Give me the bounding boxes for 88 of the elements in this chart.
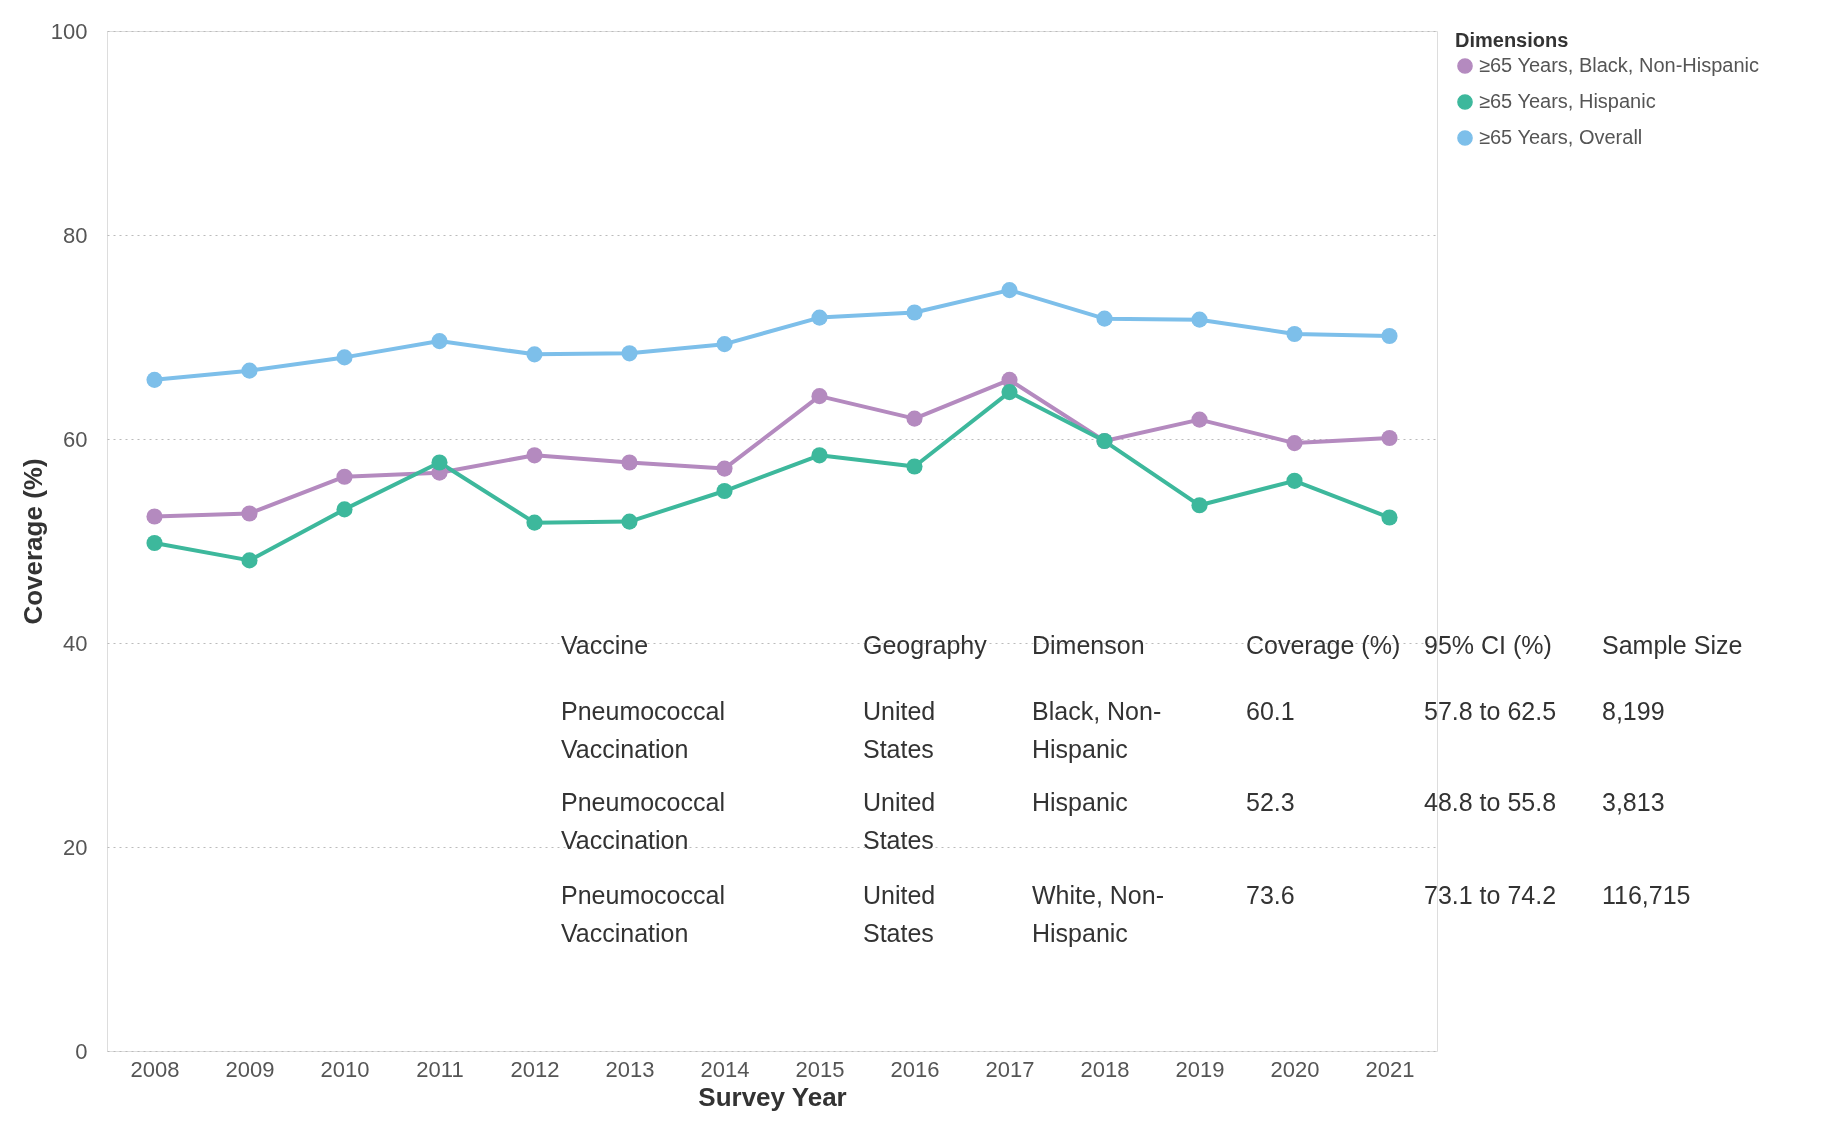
point (1381, 327, 1398, 345)
y-tick-label: 40 (63, 630, 88, 656)
y-axis-title: Coverage (%) (17, 458, 48, 625)
y-tick-label: 60 (63, 426, 88, 452)
point (621, 513, 638, 530)
annotation: 60.1 (1246, 697, 1295, 725)
annotation: Coverage (%) (1246, 631, 1401, 659)
x-tick-label: 2021 (1365, 1056, 1415, 1082)
point (1001, 282, 1018, 299)
annotation: United States (863, 697, 936, 763)
point (1381, 429, 1398, 447)
point (621, 454, 638, 471)
text: 116,715 (1602, 881, 1691, 909)
point (431, 333, 448, 350)
point (431, 454, 448, 471)
annotation: 73.1 to 74.2 (1424, 881, 1557, 909)
text: 3,813 (1602, 788, 1665, 816)
point (146, 371, 163, 388)
x-tick-label: 2011 (416, 1056, 464, 1082)
legend-label: ≥65 Years, Hispanic (1479, 90, 1656, 112)
point (526, 514, 543, 531)
y-tick-label: 20 (63, 834, 88, 860)
point (811, 388, 828, 405)
annotation: 73.6 (1246, 881, 1295, 909)
point (1286, 435, 1303, 452)
point (906, 458, 923, 475)
x-tick-label: 2009 (225, 1056, 275, 1082)
point (716, 336, 733, 353)
annotation: 95% CI (%) (1424, 631, 1552, 659)
point (241, 505, 258, 522)
annotation: Hispanic (1032, 788, 1128, 816)
x-axis-title: Survey Year (698, 1081, 847, 1112)
point (811, 447, 828, 464)
point (336, 501, 353, 518)
annotation: Geography (863, 631, 988, 659)
point (1096, 310, 1113, 327)
annotation: Pneumococcal Vaccination (561, 788, 725, 854)
y-tick-label: 0 (75, 1038, 88, 1064)
legend-label: ≥65 Years, Overall (1479, 126, 1643, 148)
annotation: 48.8 to 55.8 (1424, 788, 1557, 816)
annotation: 57.8 to 62.5 (1424, 697, 1557, 725)
point (1381, 509, 1398, 526)
annotation: Vaccine (561, 631, 649, 659)
annotation: Pneumococcal Vaccination (561, 881, 725, 947)
point (1286, 472, 1303, 489)
y-tick-label: 80 (63, 222, 88, 248)
legend-title: Dimensions (1455, 29, 1569, 51)
x-tick-label: 2017 (985, 1056, 1035, 1082)
point (1191, 411, 1208, 428)
point (1191, 311, 1208, 328)
point (146, 534, 163, 552)
point (526, 346, 543, 363)
x-tick-label: 2008 (130, 1056, 180, 1082)
point (1286, 325, 1303, 342)
annotation: 52.3 (1246, 788, 1295, 816)
x-tick-label: 2020 (1270, 1056, 1320, 1082)
y-tick-label: 100 (50, 18, 88, 44)
annotation: United States (863, 788, 936, 854)
legend-label: ≥65 Years, Black, Non-Hispanic (1479, 54, 1760, 76)
point (1191, 497, 1208, 514)
x-tick-label: 2019 (1175, 1056, 1225, 1082)
annotation: Black, Non-Hispanic (1032, 697, 1162, 763)
text: Sample Size (1602, 631, 1743, 659)
point (716, 460, 733, 477)
point (1001, 384, 1018, 401)
point (336, 349, 353, 366)
point (526, 447, 543, 464)
point (621, 345, 638, 362)
point (906, 410, 923, 427)
x-tick-label: 2012 (510, 1056, 560, 1082)
x-tick-label: 2014 (700, 1056, 750, 1082)
point (906, 304, 923, 321)
text: 8,199 (1602, 697, 1665, 725)
point (241, 552, 258, 569)
annotation: White, Non-Hispanic (1032, 881, 1164, 947)
annotation: Dimenson (1032, 631, 1145, 659)
x-tick-label: 2010 (320, 1056, 370, 1082)
annotation: Pneumococcal Vaccination (561, 697, 725, 763)
point (241, 362, 258, 379)
point (811, 309, 828, 326)
x-tick-label: 2015 (795, 1056, 845, 1082)
point (146, 508, 163, 525)
annotation: United States (863, 881, 936, 947)
x-tick-label: 2013 (605, 1056, 655, 1082)
x-tick-label: 2018 (1080, 1056, 1130, 1082)
point (716, 482, 733, 500)
point (336, 468, 353, 485)
x-tick-label: 2016 (890, 1056, 940, 1082)
